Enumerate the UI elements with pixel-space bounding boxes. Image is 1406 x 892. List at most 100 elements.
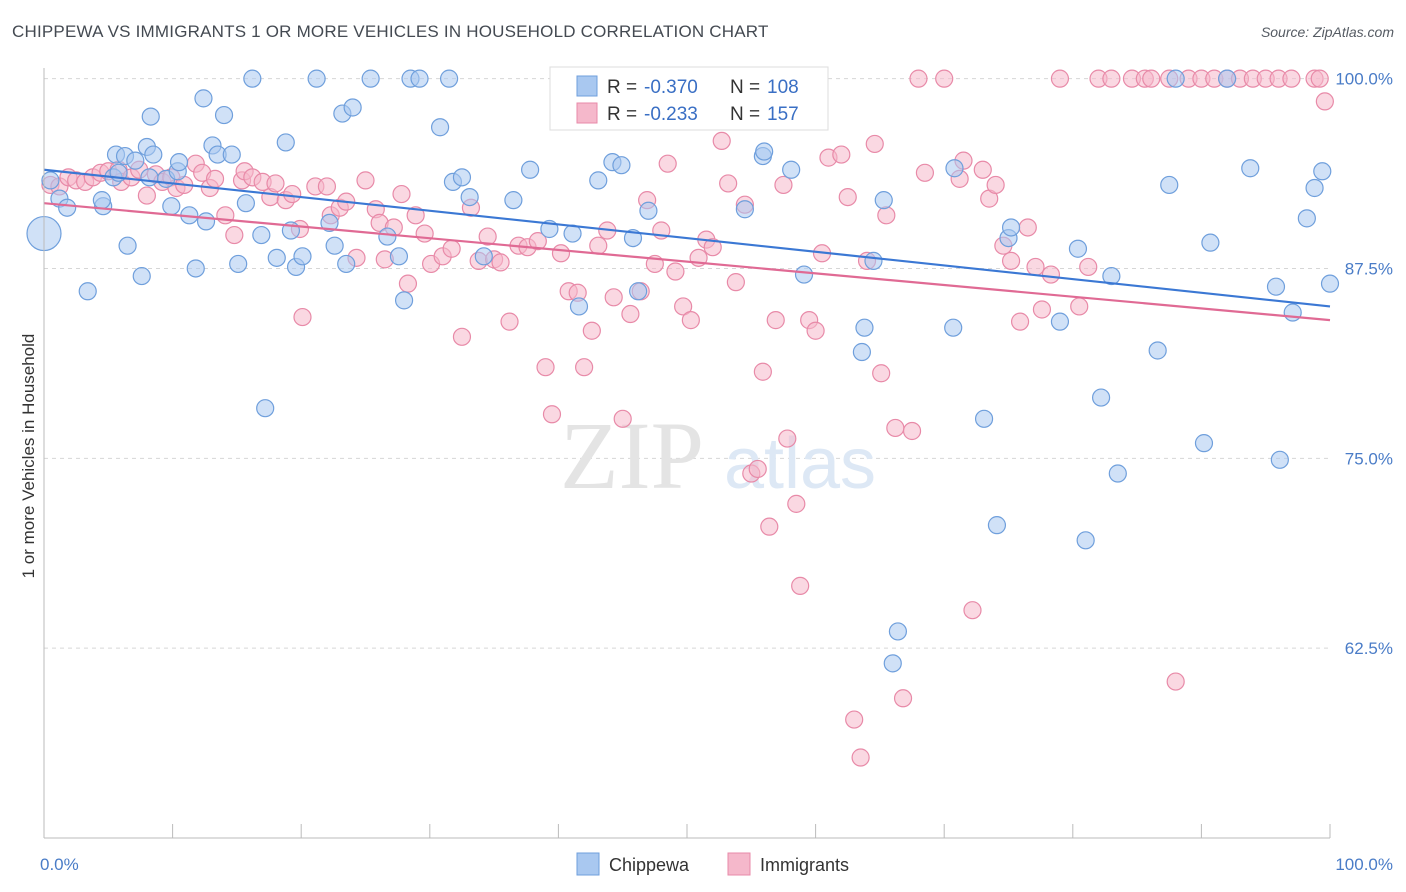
chippewa-points <box>26 69 1340 673</box>
immigrants-point <box>778 429 797 448</box>
chippewa-point <box>141 107 160 126</box>
bottom-legend-label-immigrants: Immigrants <box>760 855 849 875</box>
immigrants-point <box>1026 257 1045 277</box>
chippewa-point <box>1266 277 1286 296</box>
chippewa-point <box>186 259 205 278</box>
chippewa-point <box>118 236 137 255</box>
chippewa-point <box>1305 178 1324 198</box>
bottom-legend-swatch-chippewa <box>576 852 600 876</box>
immigrants-point <box>1310 69 1329 88</box>
chippewa-point <box>1270 450 1289 469</box>
chippewa-point <box>252 225 271 245</box>
chippewa-point <box>430 118 450 137</box>
immigrants-point <box>1079 257 1098 277</box>
chippewa-point <box>864 251 883 270</box>
chippewa-point <box>256 399 275 418</box>
immigrants-point <box>787 494 806 513</box>
immigrants-point <box>1041 265 1061 284</box>
chippewa-point <box>361 69 380 88</box>
chippewa-point <box>888 622 908 641</box>
immigrants-point <box>452 327 472 346</box>
legend-swatch-immigrants <box>576 102 598 124</box>
chippewa-point <box>987 516 1007 535</box>
chippewa-point <box>1068 239 1088 258</box>
immigrants-point <box>681 311 700 330</box>
chippewa-point <box>1148 341 1167 360</box>
immigrants-point <box>845 710 864 729</box>
chippewa-point <box>320 213 339 233</box>
immigrants-point <box>915 163 935 182</box>
immigrants-point <box>865 134 884 154</box>
legend-r-value-2: -0.233 <box>644 104 698 125</box>
legend-n-value-1: 108 <box>767 77 799 98</box>
chippewa-point <box>162 197 181 216</box>
immigrants-point <box>1032 300 1052 319</box>
trend-lines <box>43 168 1331 322</box>
chippewa-point <box>755 142 774 161</box>
chippewa-point <box>629 282 648 301</box>
immigrants-point <box>886 418 905 438</box>
immigrants-point <box>877 206 896 225</box>
immigrants-point <box>1282 69 1301 88</box>
chippewa-point <box>1076 531 1095 550</box>
immigrants-point <box>1070 297 1089 316</box>
immigrants-point <box>582 321 601 340</box>
y-tick-label: 62.5% <box>1345 639 1393 658</box>
chippewa-point <box>132 266 151 286</box>
y-tick-label: 100.0% <box>1335 70 1393 89</box>
chippewa-point <box>41 171 60 190</box>
immigrants-point <box>766 311 785 330</box>
bottom-legend-label-chippewa: Chippewa <box>609 855 690 875</box>
chippewa-point <box>410 69 429 88</box>
chippewa-point <box>140 168 159 187</box>
axes: 100.0% 87.5% 75.0% 62.5% 0.0% 100.0% <box>40 68 1393 874</box>
immigrants-point <box>266 174 285 193</box>
immigrants-point <box>1050 69 1070 88</box>
immigrants-point <box>703 238 722 257</box>
immigrants-point <box>1018 218 1037 237</box>
immigrants-point <box>528 232 547 251</box>
chippewa-point <box>474 247 493 266</box>
immigrants-point <box>137 186 156 205</box>
chippewa-point <box>293 247 312 266</box>
chippewa-point <box>214 105 234 125</box>
chippewa-point <box>1001 218 1021 237</box>
immigrants-point <box>963 601 982 620</box>
immigrants-point <box>719 174 738 193</box>
chippewa-point <box>1108 464 1127 483</box>
immigrants-point <box>415 224 434 243</box>
chippewa-point <box>1166 69 1185 88</box>
chippewa-point <box>855 318 874 337</box>
chippewa-point <box>1297 209 1316 228</box>
chippewa-point <box>874 191 893 210</box>
chippewa-point <box>196 212 216 231</box>
legend-r-value-1: -0.370 <box>644 77 698 98</box>
chippewa-point <box>612 156 631 175</box>
legend-r-label-2: R = <box>607 104 637 125</box>
immigrants-point <box>909 69 928 88</box>
immigrants-point <box>283 184 302 204</box>
immigrants-point <box>851 748 870 767</box>
immigrants-point <box>491 253 510 272</box>
chippewa-point <box>883 654 902 673</box>
immigrants-point <box>542 405 562 424</box>
immigrants-point <box>1315 92 1334 111</box>
legend-n-value-2: 157 <box>767 104 799 125</box>
chippewa-point <box>58 198 77 217</box>
chippewa-point <box>782 160 801 179</box>
immigrants-point <box>293 307 312 327</box>
chippewa-point <box>1241 159 1260 178</box>
immigrants-point <box>604 288 623 307</box>
immigrants-point <box>575 358 594 377</box>
chippewa-point <box>378 227 397 246</box>
y-axis-label: 1 or more Vehicles in Household <box>19 334 38 579</box>
chippewa-point <box>1160 175 1179 195</box>
immigrants-point <box>478 227 497 246</box>
chippewa-point <box>222 145 241 164</box>
chippewa-point <box>1194 434 1214 453</box>
chippewa-point <box>1050 312 1070 331</box>
chippewa-point <box>126 151 145 170</box>
chippewa-point <box>945 159 964 178</box>
grid <box>44 78 1330 649</box>
chippewa-point <box>452 168 472 187</box>
